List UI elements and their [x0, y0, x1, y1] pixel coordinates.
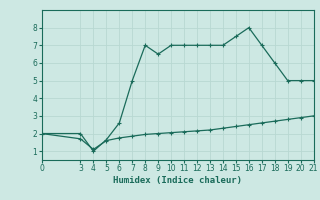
X-axis label: Humidex (Indice chaleur): Humidex (Indice chaleur): [113, 176, 242, 185]
